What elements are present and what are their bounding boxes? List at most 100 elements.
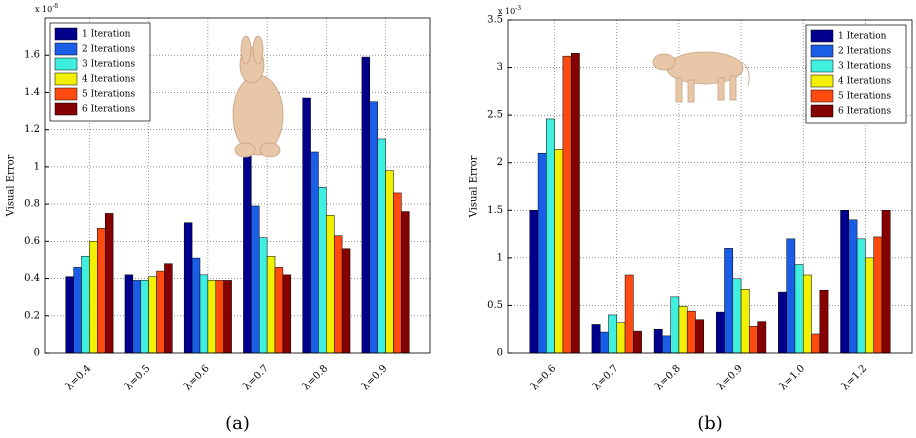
y-tick-label: 3 — [497, 62, 503, 73]
legend-swatch — [811, 60, 833, 72]
x-tick-label: λ=0.4 — [64, 363, 93, 392]
legend-swatch — [55, 43, 77, 55]
legend-label: 3 Iterations — [838, 62, 891, 72]
bar — [393, 193, 401, 353]
y-tick-label: 0 — [497, 348, 503, 359]
legend-label: 4 Iterations — [82, 75, 135, 85]
legend-label: 2 Iterations — [838, 47, 891, 57]
bar — [874, 237, 882, 353]
exponent-base: x 10 — [35, 5, 52, 14]
y-tick-label: 0.8 — [24, 199, 40, 210]
caption: (b) — [697, 413, 723, 434]
bar — [141, 280, 149, 353]
bar — [741, 289, 749, 353]
bar — [311, 152, 319, 353]
bar — [795, 265, 803, 353]
bar — [200, 275, 208, 353]
exponent-label: x 10-3 — [498, 5, 521, 17]
legend-swatch — [811, 105, 833, 117]
bar — [82, 256, 90, 353]
legend-swatch — [55, 58, 77, 70]
bar — [97, 228, 105, 353]
x-tick-label: λ=0.8 — [301, 363, 330, 392]
legend-label: 1 Iteration — [82, 30, 131, 40]
bar — [251, 206, 259, 353]
legend-swatch — [55, 73, 77, 85]
bar — [125, 275, 133, 353]
y-tick-label: 1.2 — [24, 124, 40, 135]
y-tick-label: 0 — [34, 348, 40, 359]
exponent: -8 — [52, 3, 58, 10]
exponent-label: x 10-8 — [35, 3, 58, 15]
bar — [803, 275, 811, 353]
x-tick-label: λ=0.7 — [591, 363, 620, 392]
legend-swatch — [55, 28, 77, 40]
bar — [66, 277, 74, 353]
bar — [633, 331, 641, 353]
bar — [149, 277, 157, 353]
bar — [326, 215, 334, 353]
bar — [164, 264, 172, 353]
bar — [386, 171, 394, 353]
bar — [243, 156, 251, 353]
bar — [758, 322, 766, 353]
y-tick-label: 1.4 — [24, 87, 40, 98]
y-tick-label: 0.2 — [24, 310, 40, 321]
bar — [749, 326, 757, 353]
bar — [546, 119, 554, 353]
x-tick-label: λ=0.8 — [653, 363, 682, 392]
bar — [812, 334, 820, 353]
y-axis-label: Visual Error — [469, 155, 480, 218]
y-tick-label: 0.6 — [24, 236, 40, 247]
legend-label: 1 Iteration — [838, 32, 887, 42]
bar — [216, 280, 224, 353]
bar — [184, 223, 192, 353]
y-axis-label: Visual Error — [6, 154, 17, 217]
exponent: -3 — [515, 5, 521, 12]
legend-label: 6 Iterations — [82, 105, 135, 115]
y-tick-label: 2 — [497, 157, 503, 168]
figure: 00.20.40.60.811.21.41.6λ=0.4λ=0.5λ=0.6λ=… — [0, 0, 916, 438]
legend-label: 5 Iterations — [838, 92, 891, 102]
bar — [787, 239, 795, 353]
bar — [538, 153, 546, 353]
bar — [259, 238, 267, 353]
bar — [362, 57, 370, 353]
legend-swatch — [811, 30, 833, 42]
y-tick-label: 3.5 — [487, 15, 503, 26]
bar — [865, 258, 873, 353]
bar — [820, 290, 828, 353]
bar — [224, 280, 232, 353]
x-tick-label: λ=0.9 — [360, 363, 389, 392]
x-tick-label: λ=0.9 — [716, 363, 745, 392]
bar — [157, 271, 165, 353]
bar — [725, 248, 733, 353]
bar — [555, 149, 563, 353]
legend-label: 2 Iterations — [82, 45, 135, 55]
x-tick-label: λ=1.2 — [840, 363, 869, 392]
legend-label: 6 Iterations — [838, 107, 891, 117]
bar — [342, 249, 350, 353]
bar — [563, 56, 571, 353]
legend-swatch — [811, 75, 833, 87]
bar — [283, 275, 291, 353]
bar — [679, 306, 687, 353]
exponent-base: x 10 — [498, 7, 515, 16]
bar — [133, 280, 141, 353]
y-tick-label: 0.4 — [24, 273, 40, 284]
bar — [74, 267, 82, 353]
bar — [778, 292, 786, 353]
bar — [401, 212, 409, 353]
legend-swatch — [811, 90, 833, 102]
x-tick-label: λ=0.6 — [182, 363, 211, 392]
bar — [625, 275, 633, 353]
bar — [882, 210, 890, 353]
bar — [318, 187, 326, 353]
bar — [662, 336, 670, 353]
x-tick-label: λ=0.5 — [123, 363, 152, 392]
y-tick-label: 1.6 — [24, 50, 40, 61]
y-tick-label: 2.5 — [487, 110, 503, 121]
legend-label: 5 Iterations — [82, 90, 135, 100]
x-tick-label: λ=0.7 — [242, 363, 271, 392]
bar — [654, 329, 662, 353]
